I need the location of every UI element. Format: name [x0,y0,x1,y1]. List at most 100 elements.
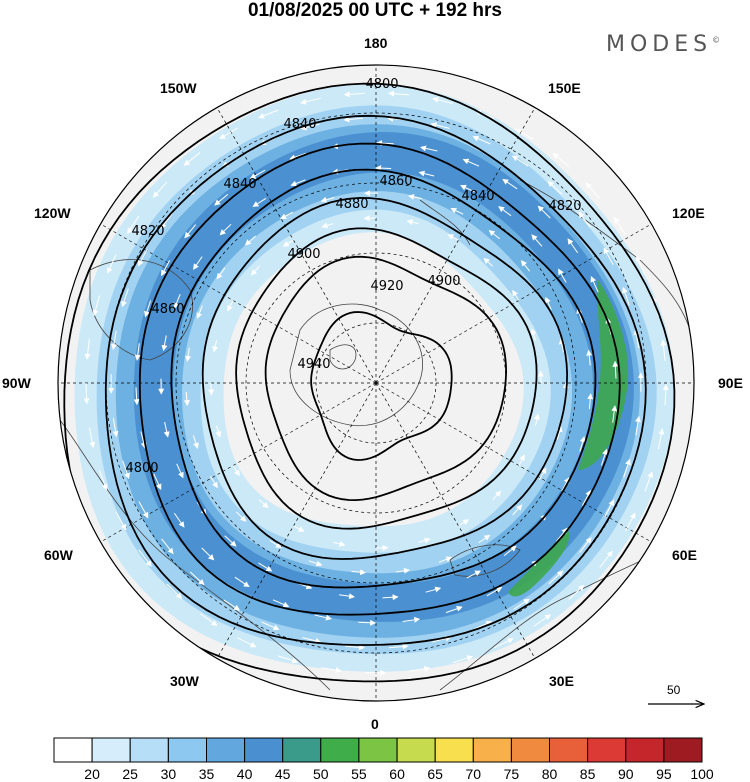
lon-label-150e: 150E [548,80,581,96]
wind-arrow [88,427,96,449]
wind-arrow [99,470,108,491]
wind-arrow [486,587,503,597]
colorbar-swatch [587,737,627,763]
wind-arrow [258,562,273,572]
wind-arrow [223,599,241,611]
wind-arrow [345,644,365,651]
wind-arrow [166,583,183,599]
wind-arrow [466,570,482,579]
wind-arrow [662,383,669,406]
colorbar-swatch [91,737,131,763]
wind-arrow [244,235,256,246]
colorbar-swatch [53,737,93,763]
height-contour-4860 [170,168,597,589]
contour-label-4840: 4840 [461,189,494,204]
wind-arrow [189,571,205,586]
wind-arrow [432,96,453,104]
wind-arrow [272,599,290,608]
wind-arrow [212,340,219,353]
wind-arrow [623,458,631,478]
lon-label-30w: 30W [170,673,199,689]
wind-arrow [351,569,366,576]
wind-arrow [604,499,615,518]
graticule-parallel [315,322,437,444]
lon-label-90w: 90W [2,375,31,391]
wind-arrow [567,238,579,254]
height-contour-4840 [138,142,621,616]
wind-arrow [183,391,190,407]
wind-arrow [302,637,322,644]
wind-arrow [237,637,257,648]
wind-arrow [511,155,529,167]
wind-arrow [599,550,613,568]
wind-arrow [269,540,282,549]
wind-arrow [300,97,321,105]
wind-arrow [406,219,419,226]
wind-arrow [450,207,464,215]
wind-arrow [122,460,130,480]
wind-arrow [660,339,667,361]
wind-arrow [121,288,129,308]
wind-arrow [153,473,162,491]
graticule-meridian [216,382,377,659]
colorbar-swatch [167,737,207,763]
lon-label-60e: 60E [672,547,697,563]
wind-arrow [478,534,491,544]
wind-arrow [635,255,646,275]
wind-arrow [250,265,260,276]
wind-arrow [375,140,394,147]
wind-arrow [258,109,279,119]
wind-arrow [533,614,552,627]
wind-arrow [644,471,654,492]
wind-arrow [578,211,591,228]
wind-arrow [458,519,470,527]
colorbar-label: 60 [389,766,405,782]
wind-speed-band-strong [115,124,640,638]
wind-arrow [152,181,168,198]
coastline [329,344,357,370]
wind-arrow [460,184,475,193]
wind-arrow [161,335,168,352]
wind-arrow [84,338,91,360]
wind-arrow [127,215,140,235]
lon-label-180: 180 [364,35,388,51]
wind-arrow [585,182,601,199]
contour-label-4820: 4820 [548,199,581,214]
wind-arrow [192,435,199,449]
coastline [419,199,471,246]
wind-arrow [408,193,423,200]
colorbar-label: 90 [618,766,634,782]
wind-arrow [343,91,365,98]
wind-arrow [452,655,474,664]
contour-label-4900: 4900 [427,274,460,289]
wind-arrow [558,268,567,283]
wind-arrow [282,239,294,247]
wind-arrow [227,300,234,312]
wind-arrow [515,128,534,141]
wind-arrow [185,347,192,362]
wind-arrow [320,667,342,674]
wind-arrow [375,165,392,172]
colorbar-swatch [358,737,398,763]
wind-arrow [537,205,551,219]
wind-arrow [474,620,493,630]
wind-arrow [613,216,626,236]
colorbar-label: 95 [656,766,672,782]
colorbar-label: 100 [690,766,714,782]
wind-arrow [600,448,608,466]
contour-label-4840: 4840 [283,117,316,132]
contour-label-4860: 4860 [379,174,412,189]
contour-label-4800: 4800 [365,77,398,92]
wind-arrow [140,431,147,449]
wind-arrow [590,275,599,293]
wind-arrow [538,467,547,481]
wind-arrow [611,405,618,423]
wind-arrow [201,547,215,561]
wind-arrow [234,576,250,588]
wind-arrow [492,490,502,501]
wind-arrow [193,256,203,270]
colorbar-label: 30 [160,766,177,782]
wind-arrow [308,560,323,567]
wind-arrow [249,169,266,179]
